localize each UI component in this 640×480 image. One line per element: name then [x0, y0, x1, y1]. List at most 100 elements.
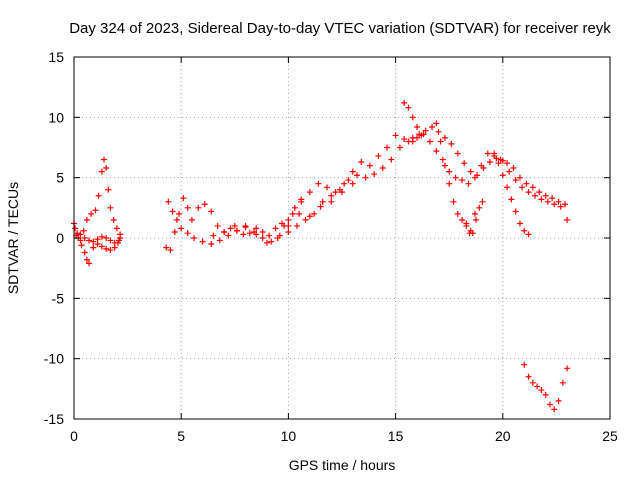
data-point: [426, 138, 433, 145]
data-point: [328, 192, 335, 199]
data-point: [101, 156, 108, 163]
data-point: [116, 237, 123, 244]
data-point: [542, 391, 549, 398]
data-point: [409, 114, 416, 121]
data-point: [167, 247, 174, 254]
data-point: [83, 216, 90, 223]
data-point: [416, 131, 423, 138]
y-tick-label: 5: [56, 170, 64, 186]
data-point: [536, 189, 543, 196]
data-point: [263, 239, 270, 246]
data-point: [366, 162, 373, 169]
data-point: [371, 171, 378, 178]
data-point: [473, 216, 479, 223]
data-point: [274, 235, 281, 241]
data-point: [495, 160, 502, 167]
data-point: [90, 244, 97, 251]
data-point: [525, 373, 532, 380]
data-point: [544, 198, 551, 205]
y-tick-label: -10: [44, 351, 64, 367]
data-point: [103, 245, 110, 252]
data-point: [285, 228, 292, 235]
data-point: [491, 150, 498, 157]
data-points: [71, 99, 571, 413]
data-point: [362, 174, 369, 181]
data-point: [559, 379, 566, 386]
data-point: [105, 186, 112, 193]
data-point: [549, 195, 556, 202]
data-point: [178, 225, 185, 232]
data-point: [480, 165, 487, 172]
data-point: [461, 160, 468, 167]
data-point: [504, 184, 511, 191]
x-axis-label: GPS time / hours: [289, 457, 396, 473]
data-point: [542, 192, 549, 199]
data-point: [414, 123, 421, 130]
data-point: [446, 168, 453, 175]
data-point: [525, 189, 532, 196]
series-track-6: [210, 180, 356, 246]
data-point: [441, 134, 448, 141]
data-point: [384, 144, 391, 151]
data-point: [454, 210, 461, 217]
x-tick-label: 0: [70, 428, 78, 444]
data-point: [446, 180, 453, 187]
data-point: [240, 231, 247, 238]
data-point: [429, 123, 436, 130]
data-point: [555, 397, 562, 404]
data-point: [98, 243, 105, 250]
data-point: [479, 198, 486, 205]
data-point: [107, 204, 114, 211]
data-point: [546, 401, 553, 408]
series-track-5: [165, 196, 305, 248]
data-point: [555, 198, 562, 205]
data-point: [521, 361, 528, 368]
data-point: [272, 225, 279, 232]
data-point: [201, 201, 208, 208]
data-point: [409, 134, 416, 141]
data-point: [231, 222, 238, 229]
series-track-2: [72, 225, 124, 267]
data-point: [405, 104, 412, 111]
data-point: [94, 236, 101, 243]
data-point: [107, 237, 114, 244]
grid-lines: [74, 57, 610, 419]
data-point: [208, 241, 215, 248]
data-point: [113, 225, 120, 232]
x-tick-label: 15: [388, 428, 404, 444]
data-point: [199, 238, 206, 245]
data-point: [493, 155, 500, 162]
data-point: [521, 227, 528, 234]
data-point: [523, 180, 530, 187]
data-point: [259, 235, 266, 241]
data-point: [345, 177, 352, 184]
data-point: [208, 208, 215, 215]
data-point: [246, 230, 253, 237]
data-point: [80, 227, 87, 234]
series-track-9: [401, 99, 568, 208]
data-point: [561, 201, 568, 208]
data-point: [302, 216, 309, 223]
data-point: [81, 235, 88, 241]
data-point: [437, 138, 444, 145]
data-point: [169, 208, 176, 215]
data-point: [465, 180, 472, 187]
data-point: [315, 180, 322, 187]
data-point: [450, 198, 457, 205]
data-point: [499, 172, 506, 179]
data-point: [388, 156, 395, 163]
data-point: [225, 232, 232, 239]
data-point: [341, 180, 348, 187]
data-point: [306, 213, 313, 220]
data-point: [171, 228, 178, 235]
series-track-10: [409, 123, 571, 223]
data-point: [195, 204, 202, 211]
data-point: [564, 216, 571, 223]
data-point: [163, 244, 170, 251]
data-point: [317, 203, 324, 210]
data-point: [289, 210, 296, 217]
data-point: [259, 228, 266, 235]
x-tick-label: 5: [177, 428, 185, 444]
data-point: [111, 239, 118, 246]
